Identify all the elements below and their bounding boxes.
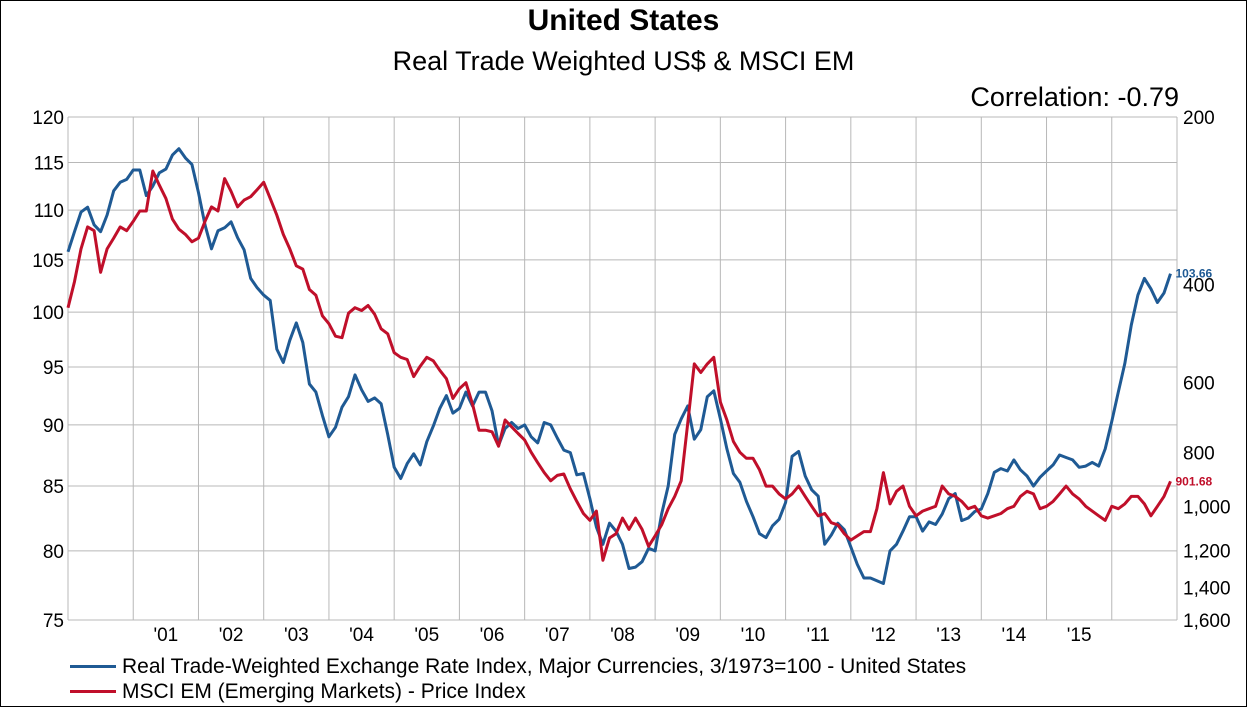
left-tick-label: 80 (43, 542, 64, 563)
left-tick-label: 110 (34, 201, 64, 222)
legend-label-msci-em: MSCI EM (Emerging Markets) - Price Index (122, 679, 526, 703)
left-tick-label: 105 (32, 251, 64, 272)
trade-weighted-line (66, 147, 1172, 585)
x-tick-label: '06 (480, 625, 505, 646)
left-tick-label: 100 (32, 303, 64, 324)
left-tick-label: 115 (34, 154, 64, 175)
legend-item-trade-weighted: Real Trade-Weighted Exchange Rate Index,… (70, 654, 966, 679)
correlation-annotation: Correlation: -0.79 (970, 82, 1179, 112)
left-tick-label: 75 (43, 611, 64, 632)
x-tick-label: '10 (741, 625, 766, 646)
left-axis-ticks: 120 115 110 105 100 95 90 85 80 75 (32, 108, 64, 632)
x-tick-label: '01 (153, 625, 178, 646)
x-tick-label: '13 (936, 625, 961, 646)
x-tick-label: '03 (284, 625, 309, 646)
x-tick-label: '12 (871, 625, 896, 646)
msci-em-end-label: 901.68 (1175, 474, 1212, 488)
msci-em-line (66, 169, 1172, 562)
left-tick-label: 120 (32, 108, 64, 129)
left-tick-label: 95 (43, 358, 64, 379)
right-tick-label: 200 (1183, 108, 1215, 129)
x-tick-label: '05 (414, 625, 439, 646)
legend: Real Trade-Weighted Exchange Rate Index,… (70, 654, 966, 704)
chart-title: United States (527, 4, 720, 37)
x-axis-ticks: '01 '02 '03 '04 '05 '06 '07 '08 '09 '10 '11 '12 '13 '… (153, 625, 1091, 646)
series-lines (66, 147, 1172, 585)
right-tick-label: 1,200 (1183, 541, 1231, 562)
right-tick-label: 600 (1183, 374, 1215, 395)
x-tick-label: '07 (545, 625, 570, 646)
x-tick-label: '04 (349, 625, 374, 646)
grid-lines (67, 116, 1178, 621)
right-axis-ticks: 200 400 600 800 1,000 1,200 1,400 1,600 (1183, 108, 1231, 632)
legend-item-msci-em: MSCI EM (Emerging Markets) - Price Index (70, 679, 966, 704)
right-tick-label: 1,600 (1183, 611, 1231, 632)
trade-weighted-end-label: 103.66 (1175, 267, 1212, 281)
x-tick-label: '15 (1067, 625, 1092, 646)
right-tick-label: 400 (1183, 276, 1215, 297)
x-tick-label: '02 (219, 625, 244, 646)
x-tick-label: '14 (1002, 625, 1027, 646)
right-tick-label: 800 (1183, 443, 1215, 464)
legend-label-trade-weighted: Real Trade-Weighted Exchange Rate Index,… (122, 654, 967, 678)
chart-subtitle: Real Trade Weighted US$ & MSCI EM (392, 46, 855, 76)
legend-swatch-trade-weighted (70, 665, 116, 668)
left-tick-label: 90 (43, 416, 64, 437)
x-tick-label: '11 (807, 625, 830, 646)
series-end-labels: 103.66 901.68 (1175, 267, 1212, 489)
right-tick-label: 1,400 (1183, 579, 1231, 600)
legend-swatch-msci-em (70, 690, 116, 693)
x-tick-label: '08 (610, 625, 635, 646)
right-tick-label: 1,000 (1183, 497, 1231, 518)
x-tick-label: '09 (675, 625, 700, 646)
left-tick-label: 85 (43, 477, 64, 498)
